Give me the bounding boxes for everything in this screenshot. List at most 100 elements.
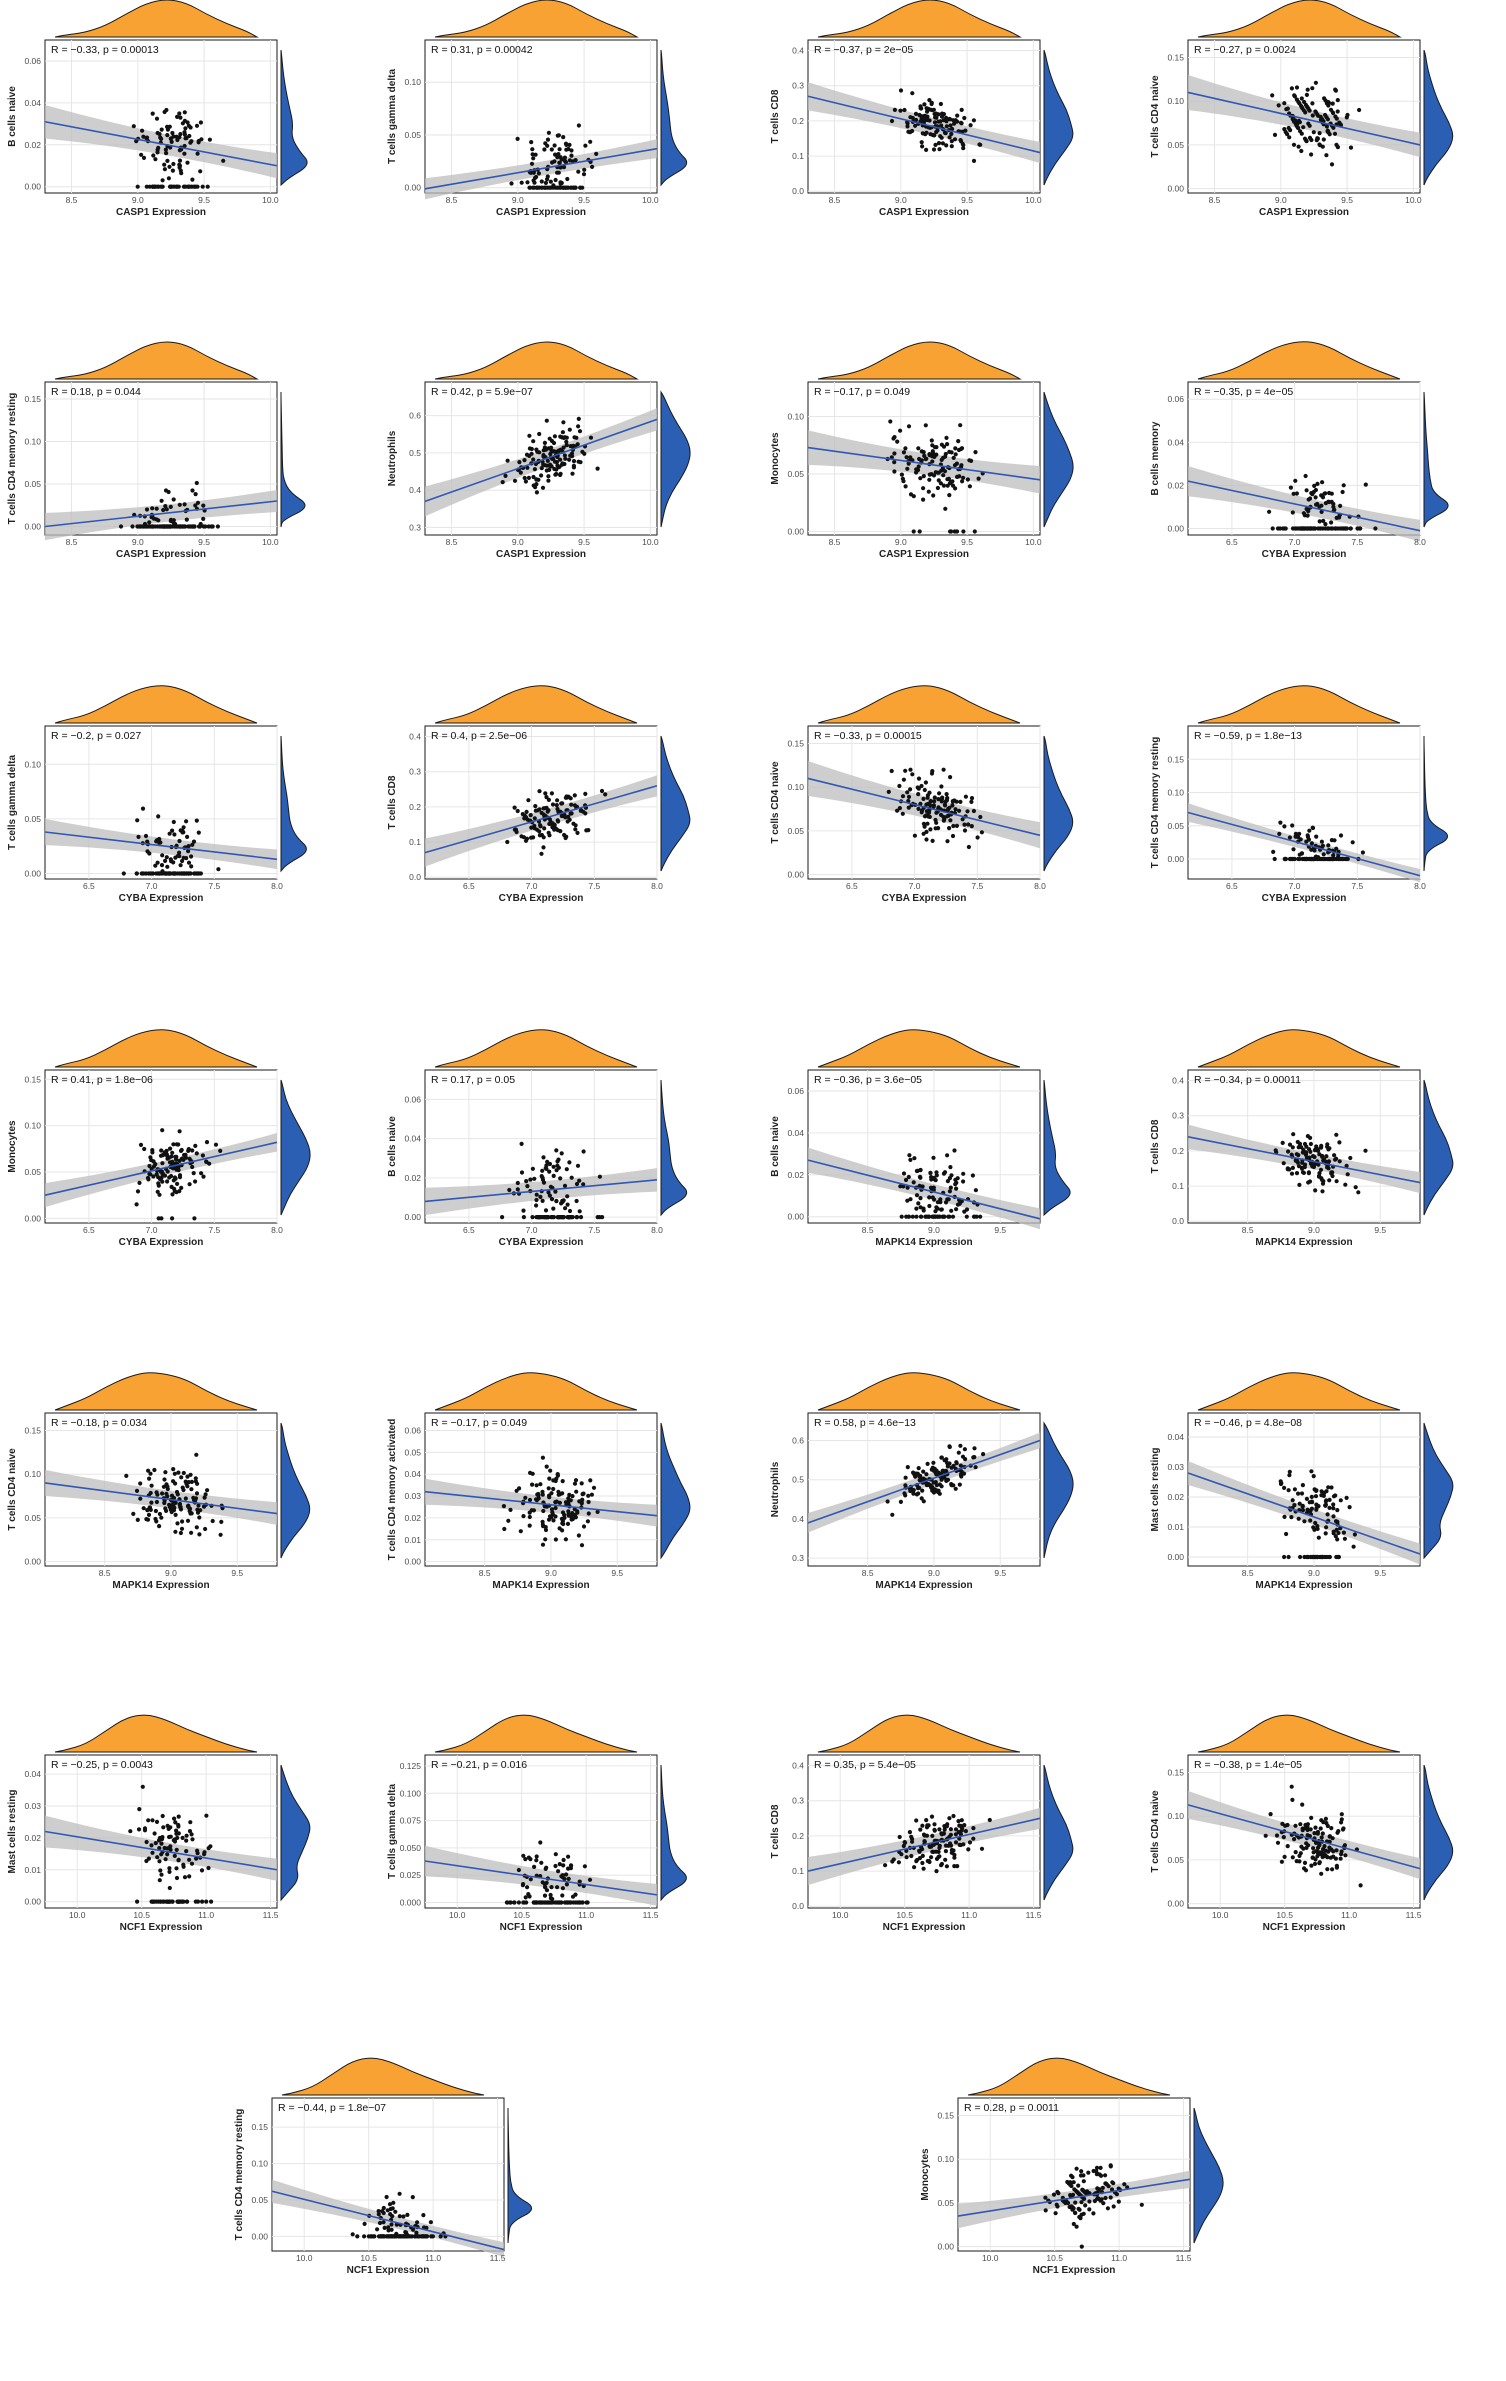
data-point <box>961 1179 966 1184</box>
data-point <box>542 1881 547 1887</box>
data-point <box>890 1512 895 1517</box>
data-point <box>938 101 944 107</box>
plot-area <box>957 2097 1191 2252</box>
data-point <box>1327 1497 1332 1502</box>
data-point <box>956 1450 961 1455</box>
regression-line <box>1187 1804 1421 1870</box>
y-tick-label: 0.15 <box>24 394 41 404</box>
data-point <box>932 1822 937 1827</box>
data-point <box>175 114 180 119</box>
data-point <box>1324 153 1329 158</box>
data-point <box>944 143 949 148</box>
data-point <box>167 124 172 129</box>
y-tick-label: 0.075 <box>400 1816 422 1826</box>
data-point <box>936 478 941 483</box>
data-point <box>552 466 557 472</box>
data-point <box>1300 1828 1305 1833</box>
data-point <box>906 461 911 466</box>
y-tick-label: 0.04 <box>1167 1432 1184 1442</box>
y-axis-title: Neutrophils <box>387 430 398 486</box>
data-point <box>962 1447 968 1452</box>
data-point <box>527 1514 532 1520</box>
data-point <box>1344 1495 1349 1500</box>
data-point <box>925 1214 930 1219</box>
data-point <box>944 119 949 124</box>
data-point <box>943 1200 949 1205</box>
data-point <box>566 1215 571 1220</box>
data-point <box>916 1486 921 1491</box>
x-axis-title: NCF1 Expression <box>1263 1922 1346 1933</box>
data-point <box>1293 1158 1298 1163</box>
data-point <box>582 167 587 172</box>
data-point <box>517 460 522 465</box>
data-point <box>1341 483 1346 488</box>
data-point <box>161 1484 166 1489</box>
data-point <box>1272 132 1278 137</box>
data-point <box>536 171 542 176</box>
data-point <box>1297 831 1302 836</box>
data-point <box>1296 118 1302 123</box>
data-point <box>567 1492 572 1497</box>
data-point <box>1297 1182 1302 1187</box>
data-point <box>924 802 929 807</box>
data-point <box>529 161 535 166</box>
y-tick-label: 0.05 <box>404 130 421 140</box>
data-point <box>178 115 183 120</box>
data-point <box>527 446 533 451</box>
data-point <box>169 139 174 144</box>
data-point <box>193 1179 198 1184</box>
data-point <box>1336 1530 1341 1536</box>
data-point <box>1287 1469 1292 1474</box>
data-point <box>152 1831 157 1836</box>
data-point <box>135 184 140 189</box>
data-point <box>1336 1829 1341 1834</box>
data-point <box>1356 1190 1361 1195</box>
data-point <box>951 455 956 460</box>
data-point <box>131 1511 136 1516</box>
data-point <box>931 1490 937 1495</box>
data-point <box>1327 1845 1332 1850</box>
y-axis-title: T cells CD4 memory resting <box>7 393 18 525</box>
x-tick-label: 8.0 <box>651 1225 663 1235</box>
data-point <box>198 120 203 125</box>
data-point <box>1293 1850 1298 1855</box>
data-point <box>908 115 913 120</box>
data-point <box>1055 2204 1060 2209</box>
data-point <box>921 1206 926 1211</box>
data-point <box>1309 841 1314 846</box>
data-point <box>919 140 924 145</box>
data-point <box>892 107 898 112</box>
data-point <box>553 1505 558 1511</box>
x-tick-label: 7.0 <box>1289 881 1301 891</box>
x-density-curve <box>54 685 258 724</box>
data-point <box>1297 526 1302 531</box>
x-tick-label: 9.0 <box>895 195 907 205</box>
data-point <box>564 439 569 444</box>
data-point <box>515 1180 520 1186</box>
data-point <box>1333 1493 1338 1498</box>
data-point <box>560 461 565 466</box>
data-point <box>930 1849 935 1854</box>
data-point <box>194 1491 200 1496</box>
data-point <box>946 1197 951 1202</box>
data-point <box>185 1518 191 1523</box>
data-point <box>523 1495 528 1500</box>
data-point <box>506 1518 511 1523</box>
data-point <box>521 1900 526 1905</box>
x-axis-title: CYBA Expression <box>1262 549 1347 560</box>
x-tick-label: 11.5 <box>1026 1910 1042 1920</box>
x-tick-label: 9.0 <box>1275 195 1287 205</box>
y-tick-label: 0.4 <box>409 732 421 742</box>
data-point <box>1341 1530 1346 1535</box>
y-tick-label: 0.02 <box>1167 1492 1184 1502</box>
data-point <box>1292 1487 1297 1492</box>
data-point <box>148 1471 153 1476</box>
data-point <box>1103 2181 1108 2186</box>
data-point <box>177 1189 182 1194</box>
data-point <box>173 1500 178 1505</box>
data-point <box>922 1833 927 1838</box>
y-tick-label: 0.02 <box>404 1173 421 1183</box>
data-point <box>530 1482 535 1487</box>
data-point <box>898 88 904 93</box>
